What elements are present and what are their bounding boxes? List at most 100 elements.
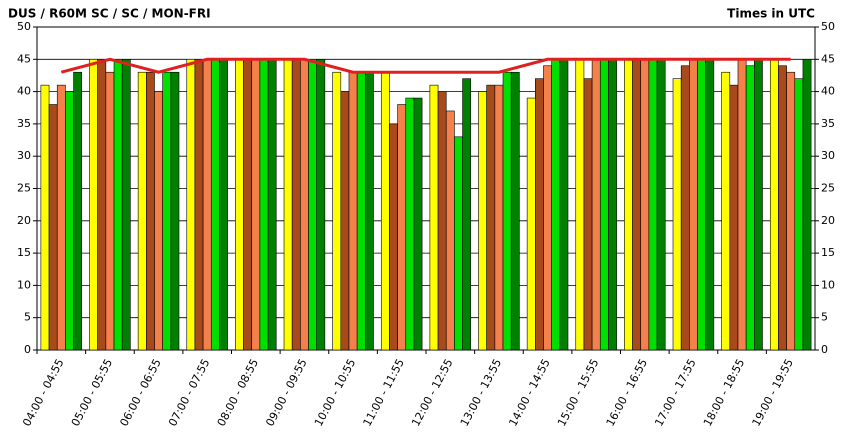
- y2-tick-label: 35: [821, 117, 835, 130]
- y2-tick-label: 20: [821, 214, 835, 227]
- y-tick-label: 0: [24, 343, 31, 356]
- y-tick-label: 30: [17, 149, 31, 162]
- y2-tick-label: 25: [821, 182, 835, 195]
- bar: [146, 71, 155, 351]
- bar: [332, 71, 342, 351]
- bar: [754, 58, 763, 351]
- bar: [494, 84, 504, 351]
- line: [60, 57, 791, 74]
- bar: [380, 71, 390, 351]
- bar: [105, 71, 115, 351]
- chart-title: DUS / R60M SC / SC / MON-FRI: [8, 7, 211, 21]
- x-tick-label: 16:00 - 16:55: [604, 357, 650, 429]
- bar: [624, 58, 633, 351]
- x-tick-label: 04:00 - 04:55: [20, 357, 66, 429]
- bar: [599, 58, 609, 351]
- chart-subtitle: Times in UTC: [727, 7, 815, 21]
- bar: [389, 123, 398, 351]
- bar: [405, 97, 415, 351]
- y-tick-label: 25: [17, 182, 31, 195]
- bar: [445, 110, 455, 351]
- bar: [454, 136, 463, 351]
- y-tick-label: 45: [17, 52, 31, 65]
- bar: [526, 97, 536, 351]
- bar: [608, 58, 617, 351]
- bar: [121, 58, 131, 351]
- y-tick-label: 40: [17, 85, 31, 98]
- x-tick-label: 09:00 - 09:55: [263, 357, 309, 429]
- bar: [786, 71, 796, 351]
- bar: [510, 71, 520, 351]
- bar: [154, 91, 163, 351]
- bar: [559, 58, 569, 351]
- bar: [697, 58, 706, 351]
- bar: [802, 58, 812, 351]
- bar: [89, 58, 98, 351]
- bar: [535, 78, 544, 351]
- bar: [48, 104, 58, 351]
- bar: [113, 58, 123, 351]
- bar: [40, 84, 50, 351]
- bar: [502, 71, 512, 351]
- bar: [259, 58, 269, 351]
- bar: [97, 58, 107, 351]
- bar: [680, 65, 690, 351]
- bar: [413, 97, 423, 351]
- x-tick-label: 18:00 - 18:55: [701, 357, 747, 429]
- y-tick-label: 5: [24, 311, 31, 324]
- bar: [575, 58, 585, 351]
- bar: [235, 58, 244, 351]
- bar: [705, 58, 715, 351]
- bar: [640, 58, 650, 351]
- bar: [745, 65, 755, 351]
- bar: [632, 58, 642, 351]
- x-tick-label: 06:00 - 06:55: [117, 357, 163, 429]
- bar: [737, 58, 747, 351]
- bar: [162, 71, 172, 351]
- bar: [591, 58, 601, 351]
- x-tick-label: 11:00 - 11:55: [361, 357, 407, 429]
- x-tick-label: 12:00 - 12:55: [409, 357, 455, 429]
- y-tick-label: 50: [17, 20, 31, 33]
- bar: [170, 71, 180, 351]
- bar: [186, 58, 196, 351]
- x-tick-label: 05:00 - 05:55: [69, 357, 115, 429]
- bar: [210, 58, 220, 351]
- bar: [583, 78, 593, 351]
- bar: [308, 58, 317, 351]
- bar: [543, 65, 552, 351]
- bar: [729, 84, 739, 351]
- bar: [462, 78, 472, 351]
- bar: [300, 58, 309, 351]
- bar: [316, 58, 326, 351]
- bar: [551, 58, 561, 351]
- bar: [340, 91, 350, 351]
- y-tick-label: 15: [17, 246, 31, 259]
- bar: [721, 71, 731, 351]
- y-tick-label: 35: [17, 117, 31, 130]
- bar: [219, 58, 228, 351]
- x-tick-label: 07:00 - 07:55: [166, 357, 212, 429]
- bar: [397, 104, 407, 351]
- bar: [365, 71, 374, 351]
- y-tick-label: 20: [17, 214, 31, 227]
- bar: [65, 91, 74, 351]
- bar: [137, 71, 147, 351]
- bar: [769, 58, 779, 351]
- y2-tick-label: 15: [821, 246, 835, 259]
- x-tick-label: 17:00 - 17:55: [652, 357, 698, 429]
- bar: [251, 58, 261, 351]
- bar: [291, 58, 301, 351]
- bar: [429, 84, 439, 351]
- bar: [656, 58, 666, 351]
- y2-tick-label: 40: [821, 85, 835, 98]
- y2-tick-label: 0: [821, 343, 828, 356]
- x-tick-label: 13:00 - 13:55: [458, 357, 504, 429]
- bar: [348, 71, 358, 351]
- bar: [267, 58, 277, 351]
- bar: [73, 71, 83, 351]
- y2-tick-label: 10: [821, 278, 835, 291]
- x-tick-label: 14:00 - 14:55: [506, 357, 552, 429]
- y2-tick-label: 30: [821, 149, 835, 162]
- bar: [243, 58, 253, 351]
